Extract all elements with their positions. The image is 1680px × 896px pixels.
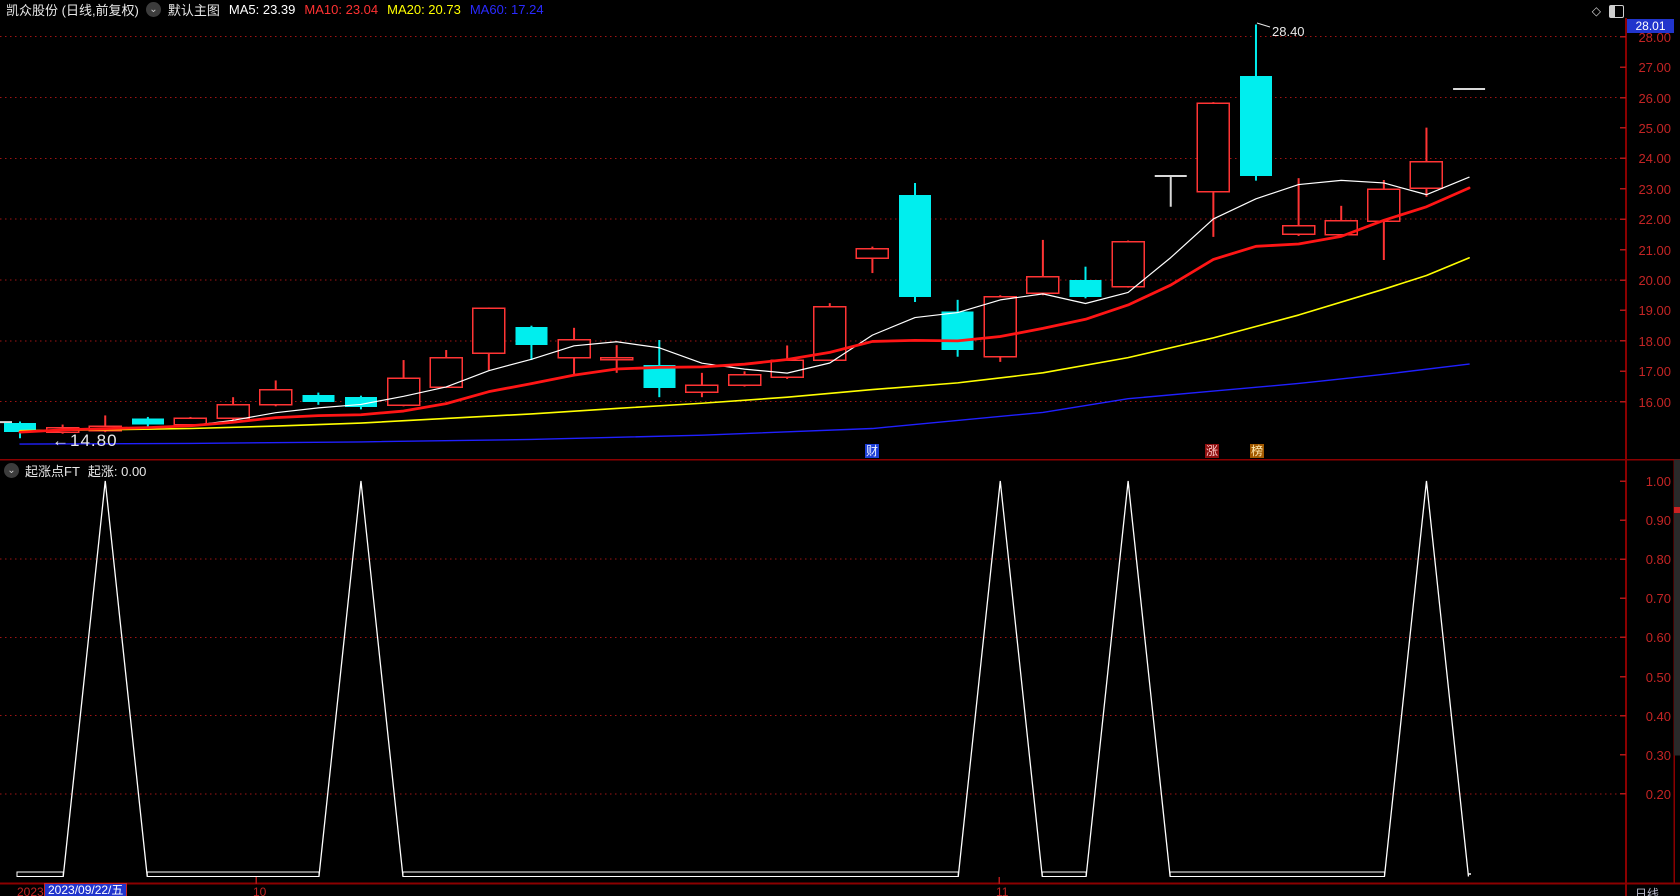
candle-body [515,326,548,346]
candle-body [216,404,250,420]
candle-body [258,388,293,406]
ma-legend-item: MA60: 17.24 [469,2,544,17]
signal-baseline [146,871,320,877]
candle-body [1281,224,1316,236]
candle-body [1409,160,1444,189]
candle-body [899,194,932,298]
indicator-tick-label: 1.00 [1645,474,1671,489]
date-axis: 2023 2023/09/22/五 日线 10 11 [0,883,1680,896]
diamond-icon[interactable]: ◇ [1591,4,1601,18]
top-toolbar: 凯众股份 (日线,前复权) ⌄ 默认主图 MA5: 23.39 MA10: 23.… [0,0,1680,19]
window-controls: ◇ [1592,4,1624,18]
selected-date-badge: 2023/09/22/五 [44,883,128,896]
indicator-tick-label: 0.60 [1645,630,1671,646]
candle-body [472,307,506,354]
indicator-tick-label: 0.50 [1645,669,1671,685]
ma-legend: MA5: 23.39 MA10: 23.04 MA20: 20.73 MA60: 17… [220,2,544,17]
event-badge[interactable]: 涨 [1205,444,1219,458]
candle-body [1069,280,1102,297]
price-tick-label: 26.00 [1638,90,1671,106]
price-tick-label: 24.00 [1638,151,1671,167]
candle-body [643,364,676,389]
indicator-tick-label: 0.20 [1645,786,1671,802]
indicator-value: 起涨: 0.00 [87,463,147,479]
event-badge[interactable]: 财 [865,444,879,458]
price-tick-label: 19.00 [1638,303,1671,319]
candle-body [1026,275,1060,294]
candle-body [1324,219,1358,236]
ma10-line [18,186,1471,434]
price-tick-label: 22.00 [1638,212,1671,228]
candle-body [4,423,36,433]
price-tick-label: 21.00 [1638,242,1671,258]
candle-body [727,374,762,386]
candle-body [855,247,890,259]
candle-body [1239,75,1272,177]
indicator-header: ⌄ 起涨点FT 起涨: 0.00 [0,461,146,479]
price-tick-label: 27.00 [1638,60,1671,76]
month-label: 11 [996,885,1009,896]
signal-baseline [1169,871,1385,877]
price-tick-label: 25.00 [1638,120,1671,136]
price-tick-label: 18.00 [1638,333,1671,349]
candle-body [386,377,421,406]
price-tick-label: 23.00 [1638,181,1671,197]
high-annotation-pointer [1256,22,1271,28]
price-tick-label: 16.00 [1638,394,1671,410]
stock-title: 凯众股份 (日线,前复权) [6,3,139,18]
price-tick-label: 20.00 [1638,273,1671,289]
ma20-line [19,257,1470,432]
candle-body [131,418,164,425]
split-window-icon[interactable] [1609,4,1624,18]
high-price-annotation: 28.40 [1272,24,1305,39]
ma-legend-item: MA20: 20.73 [387,2,461,17]
event-badge[interactable]: 榜 [1250,444,1264,458]
signal-spike [1085,480,1171,877]
price-tick-label: 28.00 [1638,29,1671,45]
signal-spike [62,480,148,877]
candle-body [770,359,804,378]
period-label[interactable]: 日线 [1635,887,1660,896]
signal-baseline [402,871,959,877]
price-tick-label: 17.00 [1638,364,1671,380]
candle-body [1111,240,1145,288]
candle-body [599,356,634,361]
ma-legend-item: MA10: 23.04 [304,2,379,17]
indicator-dropdown-icon[interactable]: ⌄ [4,462,19,478]
candle-body [1196,102,1231,193]
ma-legend-item: MA5: 23.39 [228,2,296,17]
indicator-tick-label: 0.40 [1645,708,1671,724]
chevron-down-icon[interactable]: ⌄ [145,2,161,17]
indicator-tick-label: 0.90 [1645,513,1671,529]
scrollbar-marker [1674,507,1680,513]
candle-body [983,296,1018,358]
ma5-line [19,176,1470,433]
indicator-name[interactable]: 起涨点FT [25,463,80,479]
signal-spike [957,480,1043,877]
year-label: 2023 [17,885,44,896]
indicator-tick-label: 0.30 [1645,747,1671,763]
candle-body [302,395,335,403]
indicator-tick-label: 0.70 [1645,591,1671,607]
candle-body [941,311,974,351]
signal-baseline [16,871,64,877]
scrollbar-strip [1674,459,1680,756]
signal-spike [318,480,404,877]
signal-spike [1383,480,1470,877]
latest-price-badge: 28.01 [1627,19,1674,33]
ma60-line [19,363,1470,445]
month-label: 10 [253,885,267,896]
low-price-annotation: ←14.80 [52,431,118,450]
candle-body [685,384,719,393]
candle-body [344,397,377,408]
candle-body [429,357,463,388]
layout-selector[interactable]: 默认主图 [167,3,220,18]
signal-baseline [1041,871,1087,877]
indicator-tick-label: 0.80 [1645,552,1671,568]
